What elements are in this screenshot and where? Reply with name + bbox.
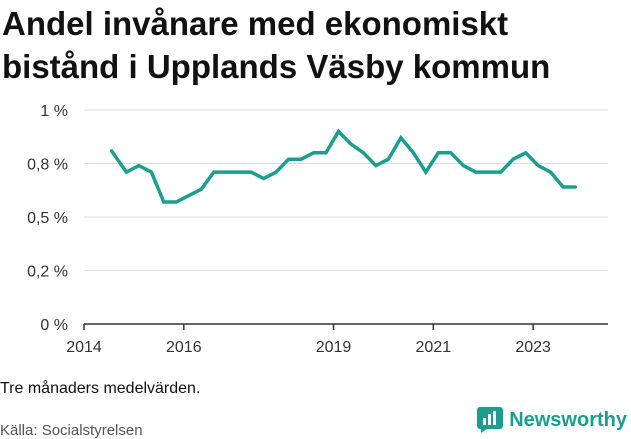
data-point xyxy=(324,151,328,155)
y-tick-label: 1 % xyxy=(40,103,68,120)
data-point xyxy=(187,194,191,198)
grid-lines xyxy=(84,109,608,271)
data-point xyxy=(349,142,353,146)
data-point xyxy=(312,151,316,155)
data-point xyxy=(137,164,141,168)
data-point xyxy=(449,151,453,155)
data-point xyxy=(574,185,578,189)
data-point xyxy=(499,170,503,174)
x-tick-label: 2023 xyxy=(515,339,551,356)
data-point xyxy=(386,157,390,161)
data-point xyxy=(561,185,565,189)
source-label: Källa: Socialstyrelsen xyxy=(0,422,143,439)
data-point xyxy=(424,170,428,174)
chart-title: Andel invånare med ekonomiskt bistånd i … xyxy=(2,5,551,85)
bar-chart-logo-icon xyxy=(477,407,504,433)
data-point xyxy=(224,170,228,174)
data-point xyxy=(109,149,113,153)
y-tick-label: 0,5 % xyxy=(27,210,68,227)
y-axis-ticks: 0 % 0,2 % 0,5 % 0,8 % 1 % xyxy=(27,103,68,334)
x-tick-label: 2019 xyxy=(316,339,352,356)
y-tick-label: 0,8 % xyxy=(27,157,68,174)
x-tick-label: 2021 xyxy=(416,339,452,356)
data-point xyxy=(524,151,528,155)
data-point xyxy=(536,164,540,168)
y-tick-label: 0 % xyxy=(40,317,68,334)
data-point xyxy=(162,200,166,204)
data-point xyxy=(474,170,478,174)
series-layer xyxy=(109,128,578,204)
data-point xyxy=(549,170,553,174)
data-point xyxy=(374,164,378,168)
data-point xyxy=(124,170,128,174)
data-point xyxy=(212,170,216,174)
data-point xyxy=(237,170,241,174)
data-point xyxy=(337,129,341,133)
data-point xyxy=(436,151,440,155)
data-point xyxy=(486,170,490,174)
line-chart: 0 %0,2 %0,5 %0,8 %1 % 2014 2016 2019 2021 20… xyxy=(27,103,608,356)
brand-logo[interactable]: Newsworthy xyxy=(477,407,627,433)
x-tick-label: 2014 xyxy=(66,339,102,356)
data-point xyxy=(262,176,266,180)
data-point xyxy=(461,164,465,168)
series-line xyxy=(109,128,576,204)
data-point xyxy=(149,170,153,174)
data-point xyxy=(399,136,403,140)
data-point xyxy=(249,170,253,174)
data-point xyxy=(287,157,291,161)
data-point xyxy=(361,151,365,155)
data-point xyxy=(511,157,515,161)
x-axis: 2014 2016 2019 2021 2023 xyxy=(66,323,608,356)
data-point xyxy=(199,187,203,191)
y-tick-label: 0,2 % xyxy=(27,264,68,281)
data-point xyxy=(411,151,415,155)
brand-name: Newsworthy xyxy=(509,408,627,431)
data-point xyxy=(174,200,178,204)
data-point xyxy=(299,157,303,161)
x-tick-label: 2016 xyxy=(166,339,202,356)
chart-note: Tre månaders medelvärden. xyxy=(0,380,201,397)
data-point xyxy=(274,170,278,174)
